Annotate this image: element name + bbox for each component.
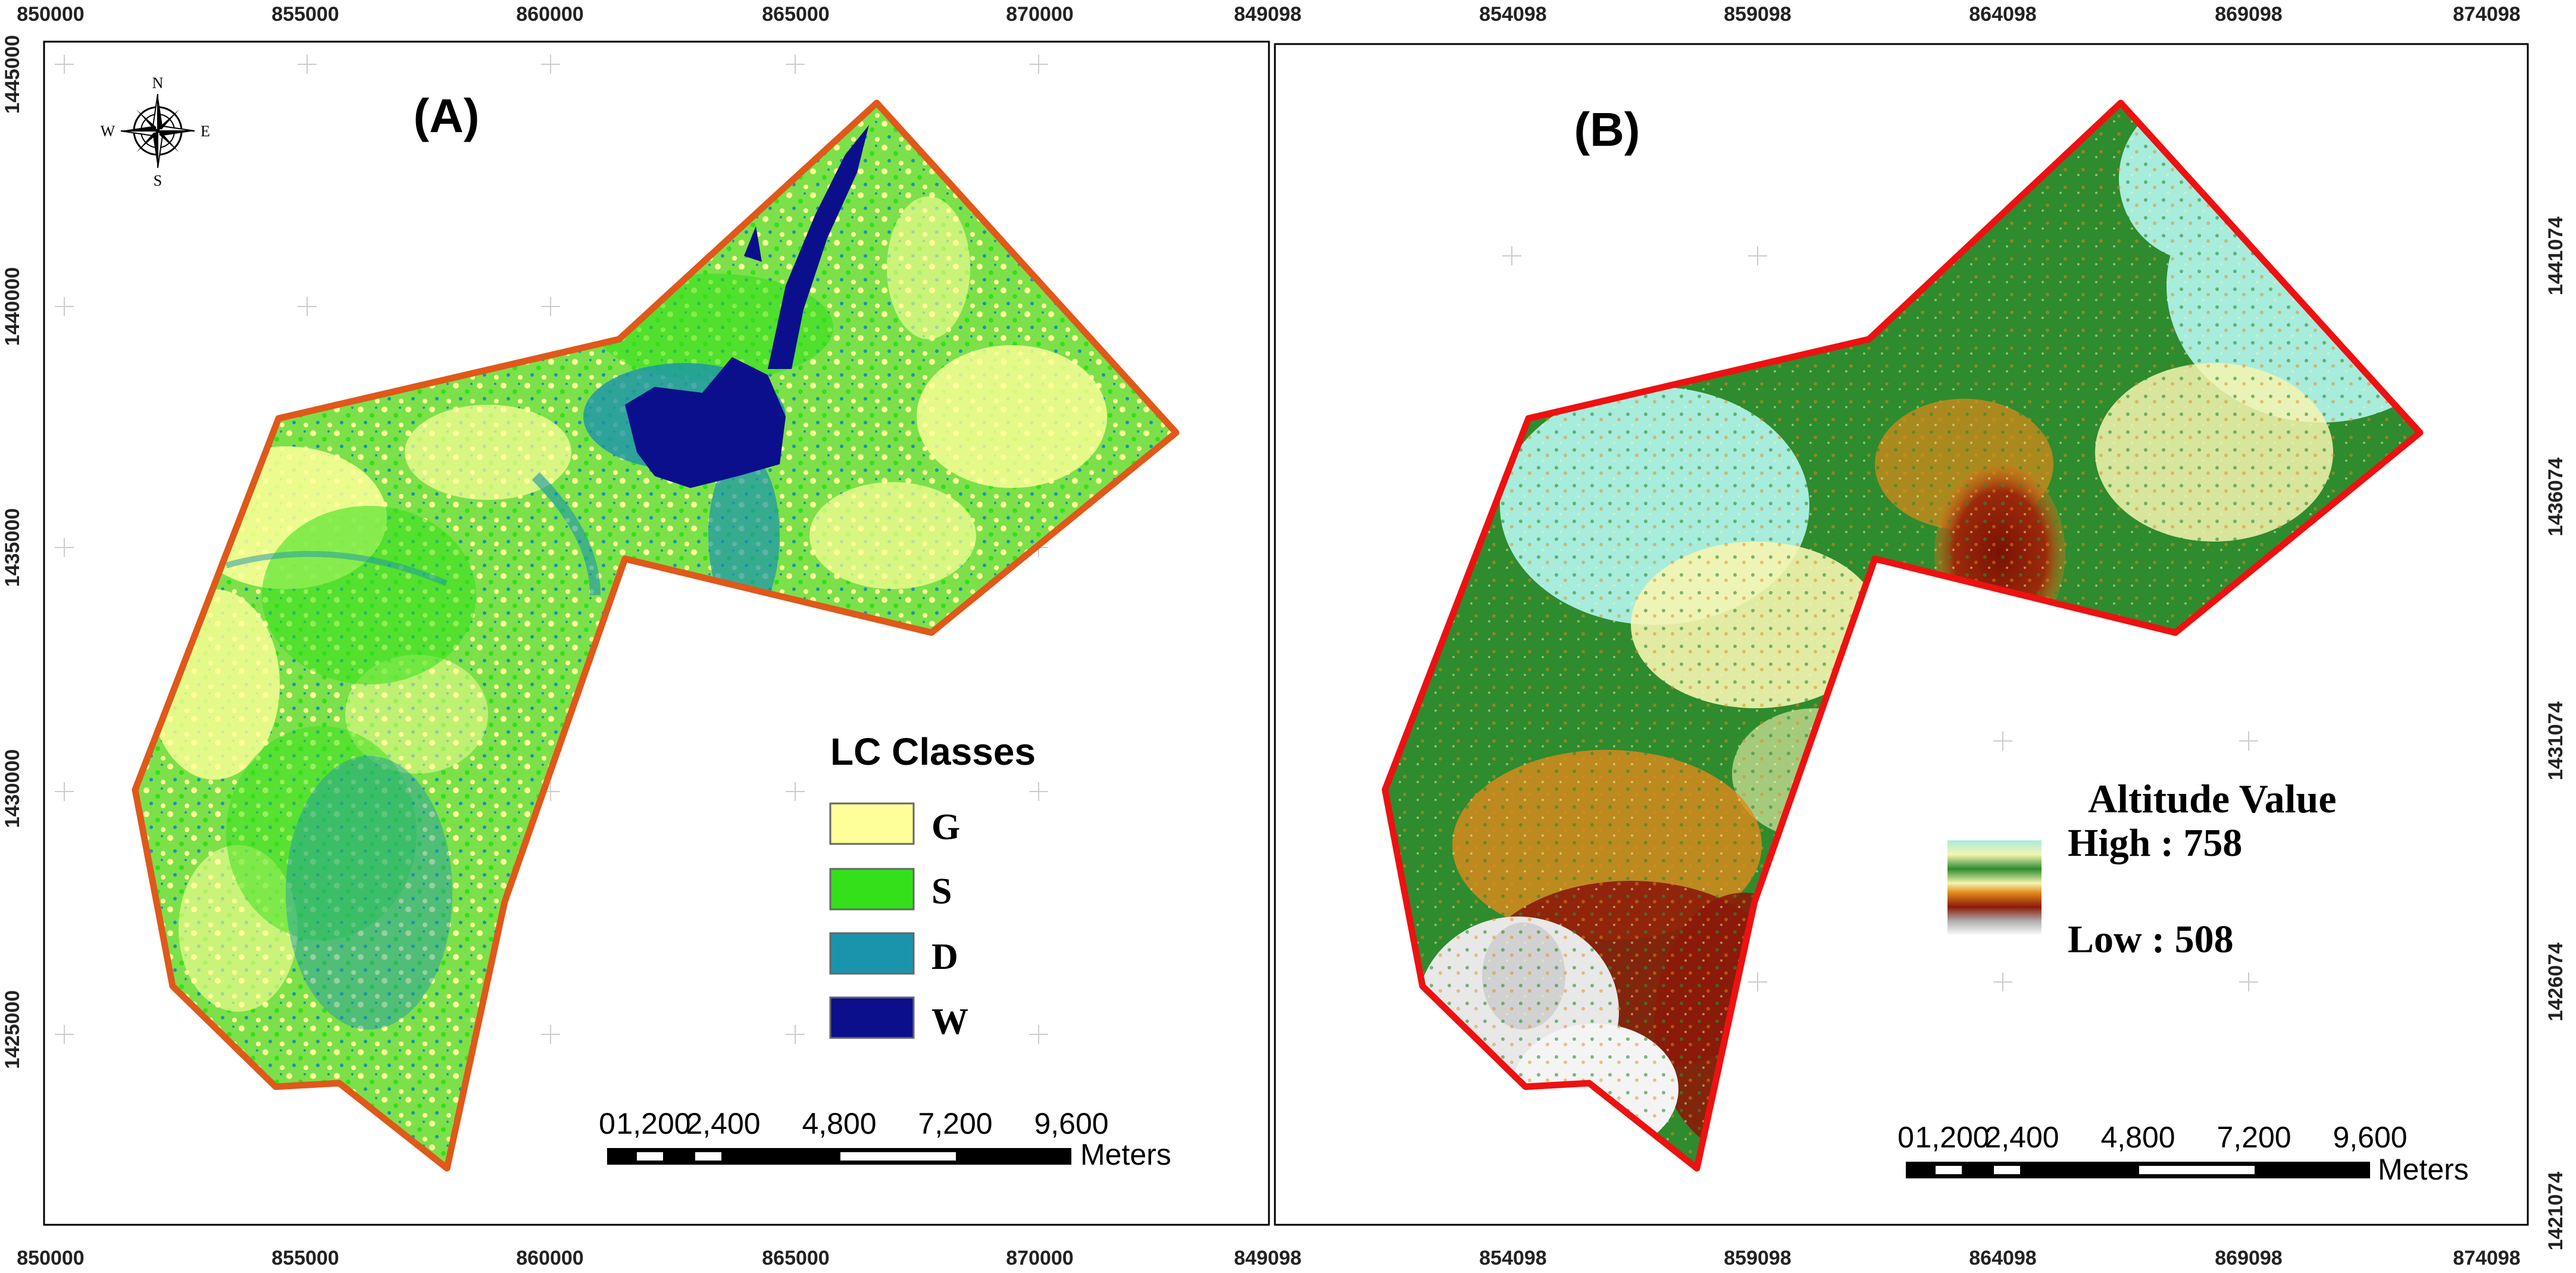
legend-swatch-s xyxy=(829,868,915,911)
scale-label: 4,800 xyxy=(2100,1121,2175,1154)
panel-a: 850000 855000 860000 865000 870000 85000… xyxy=(1,3,1270,1269)
panel-b-x-tick-top: 854098 xyxy=(1479,3,1546,26)
panel-b-study-area-boundary xyxy=(1381,99,2424,1172)
compass-n-label: N xyxy=(152,74,164,92)
panel-b-y-tick: 1441074 xyxy=(2544,217,2567,295)
panel-a-study-area-boundary xyxy=(132,99,1180,1172)
legend-swatch-g xyxy=(829,802,915,845)
panel-a-x-tick-bottom: 865000 xyxy=(762,1247,829,1269)
scale-label: 4,800 xyxy=(802,1107,876,1140)
panel-a-scale-bar: 0 1,200 2,400 4,800 7,200 9,600 Meters xyxy=(599,1107,1171,1171)
legend-swatch-d xyxy=(829,932,915,975)
panel-b: 849098 854098 859098 864098 869098 87409… xyxy=(1234,3,2567,1269)
scale-label: 9,600 xyxy=(1034,1107,1108,1140)
legend-swatch-w xyxy=(829,996,915,1039)
panel-b-scale-bar: 0 1,200 2,400 4,800 7,200 9,600 Meters xyxy=(1897,1121,2469,1186)
altitude-legend-title: Altitude Value xyxy=(2088,776,2337,821)
compass-e-label: E xyxy=(201,123,210,140)
panel-b-y-tick: 1421074 xyxy=(2544,1172,2567,1250)
panel-b-x-tick-bottom: 864098 xyxy=(1969,1247,2036,1269)
panel-b-x-tick-top: 864098 xyxy=(1969,3,2036,26)
panel-b-title: (B) xyxy=(1574,103,1640,156)
panel-a-x-tick-bottom: 850000 xyxy=(17,1247,84,1269)
panel-a-x-tick-bottom: 860000 xyxy=(516,1247,583,1269)
panel-b-x-tick-bottom: 859098 xyxy=(1724,1247,1791,1269)
legend-label-s: S xyxy=(931,871,952,912)
scale-label: 2,400 xyxy=(1984,1121,2059,1154)
panel-b-y-tick: 1426074 xyxy=(2544,943,2567,1021)
scale-label: 1,200 xyxy=(616,1107,690,1140)
scale-label: 2,400 xyxy=(686,1107,760,1140)
panel-a-y-tick: 1430000 xyxy=(1,749,24,828)
panel-a-x-tick-top: 860000 xyxy=(516,3,583,26)
panel-a-x-tick-top: 850000 xyxy=(17,3,84,26)
panel-b-x-tick-bottom: 869098 xyxy=(2215,1247,2282,1269)
compass-s-label: S xyxy=(154,172,162,189)
scale-label: 9,600 xyxy=(2333,1121,2407,1154)
scale-unit: Meters xyxy=(2378,1153,2469,1186)
legend-label-g: G xyxy=(931,807,960,847)
panel-a-legend: LC Classes G S D W xyxy=(829,730,1036,1042)
scale-label: 1,200 xyxy=(1915,1121,1989,1154)
panel-a-y-tick: 1440000 xyxy=(1,267,24,346)
panel-b-y-tick: 1431074 xyxy=(2544,702,2567,780)
legend-label-w: W xyxy=(931,1002,968,1042)
panel-a-y-tick: 1425000 xyxy=(1,990,24,1069)
panel-a-x-tick-top: 870000 xyxy=(1006,3,1073,26)
altitude-color-ramp xyxy=(1947,840,2042,936)
panel-b-x-tick-bottom: 849098 xyxy=(1234,1247,1301,1269)
panel-a-x-tick-top: 865000 xyxy=(762,3,829,26)
panel-b-x-tick-top: 874098 xyxy=(2453,3,2520,26)
scale-label: 7,200 xyxy=(2217,1121,2291,1154)
altitude-high-label: High : 758 xyxy=(2068,821,2242,865)
scale-label: 7,200 xyxy=(918,1107,992,1140)
panel-a-x-tick-bottom: 855000 xyxy=(271,1247,339,1269)
panel-a-y-tick: 1445000 xyxy=(1,35,24,114)
compass-rose-icon: N S E W xyxy=(101,74,210,189)
panel-b-x-tick-top: 859098 xyxy=(1724,3,1791,26)
panel-a-x-tick-top: 855000 xyxy=(271,3,339,26)
panel-a-title: (A) xyxy=(413,89,479,142)
panel-b-x-tick-bottom: 854098 xyxy=(1479,1247,1546,1269)
panel-b-x-tick-top: 849098 xyxy=(1234,3,1301,26)
legend-label-d: D xyxy=(931,937,958,977)
panel-b-x-tick-bottom: 874098 xyxy=(2453,1247,2520,1269)
panel-b-x-tick-top: 869098 xyxy=(2215,3,2282,26)
legend-title: LC Classes xyxy=(830,730,1036,773)
panel-b-y-tick: 1436074 xyxy=(2544,458,2567,536)
altitude-low-label: Low : 508 xyxy=(2068,918,2234,961)
scale-label: 0 xyxy=(1897,1121,1914,1154)
panel-a-y-tick: 1435000 xyxy=(1,508,24,587)
scale-label: 0 xyxy=(599,1107,615,1140)
compass-w-label: W xyxy=(101,123,115,140)
scale-unit: Meters xyxy=(1080,1138,1171,1171)
panel-a-x-tick-bottom: 870000 xyxy=(1006,1247,1073,1269)
panel-b-legend: Altitude Value High : 758 Low : 508 xyxy=(1947,776,2337,961)
